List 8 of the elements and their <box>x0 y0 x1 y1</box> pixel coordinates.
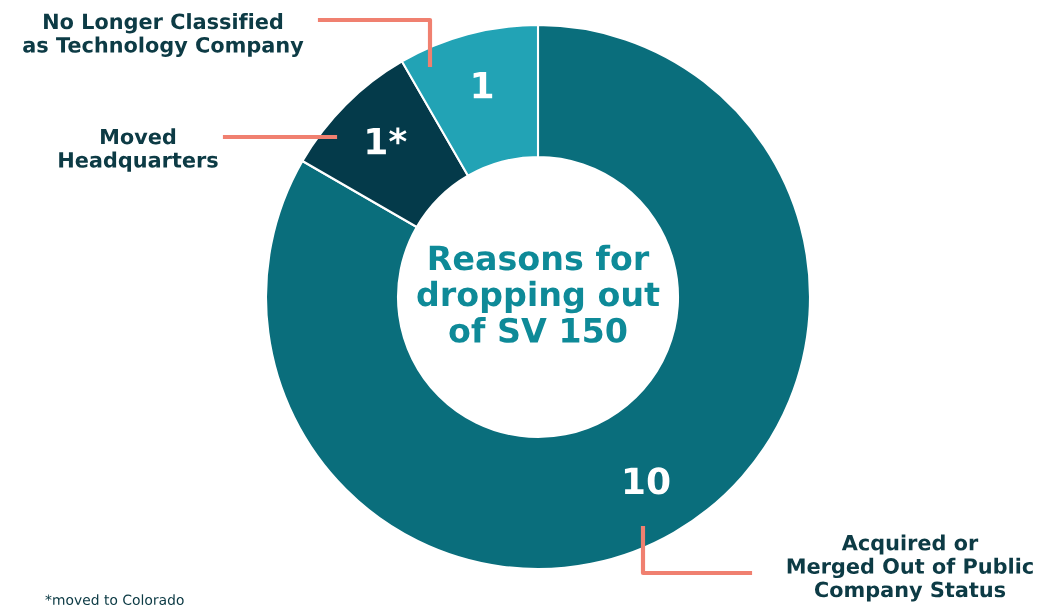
slice-label: Moved Headquarters <box>59 128 218 172</box>
slice-label: No Longer Classified as Technology Company <box>23 13 304 57</box>
data-label: 10 <box>624 467 670 495</box>
text: *moved to Colorado <box>45 594 184 606</box>
slice-label: Acquired or Merged Out of Public Company Status <box>787 534 1033 602</box>
data-label: 1* <box>367 127 407 155</box>
text: Reasons for dropping out of SV 150 <box>417 244 660 343</box>
data-label: 1 <box>473 72 493 99</box>
